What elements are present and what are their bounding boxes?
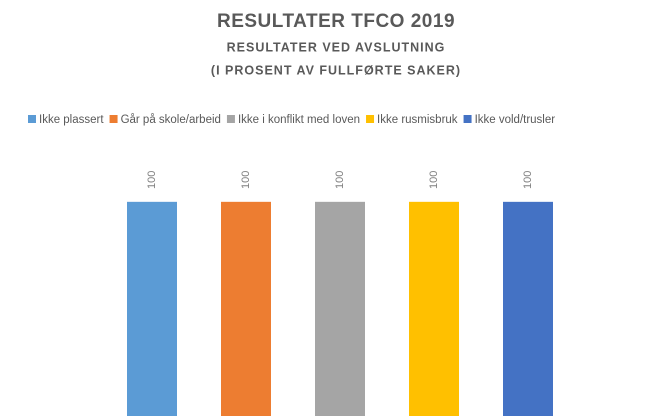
value-label: 100 bbox=[428, 171, 440, 189]
value-label: 100 bbox=[240, 171, 252, 189]
chart-subtitle: (I PROSENT AV FULLFØRTE SAKER) bbox=[211, 63, 461, 77]
bar bbox=[221, 201, 271, 416]
legend-swatch bbox=[109, 115, 118, 123]
legend-swatch bbox=[366, 115, 375, 123]
chart-title: RESULTATER TFCO 2019 bbox=[217, 11, 455, 32]
legend-label: Ikke vold/trusler bbox=[475, 114, 556, 126]
legend-label: Ikke plassert bbox=[39, 114, 104, 126]
value-label: 100 bbox=[334, 171, 346, 189]
bar bbox=[127, 201, 177, 416]
bar bbox=[409, 201, 459, 416]
legend-label: Ikke rusmisbruk bbox=[377, 114, 458, 126]
bar bbox=[315, 201, 365, 416]
legend-label: Går på skole/arbeid bbox=[121, 114, 221, 126]
legend-swatch bbox=[463, 115, 472, 123]
legend-label: Ikke i konflikt med loven bbox=[238, 114, 360, 126]
value-label: 100 bbox=[146, 171, 158, 189]
bar bbox=[503, 201, 553, 416]
legend-swatch bbox=[226, 115, 235, 123]
chart-subtitle: RESULTATER VED AVSLUTNING bbox=[227, 40, 446, 54]
value-label: 100 bbox=[522, 171, 534, 189]
legend-swatch bbox=[28, 115, 36, 123]
